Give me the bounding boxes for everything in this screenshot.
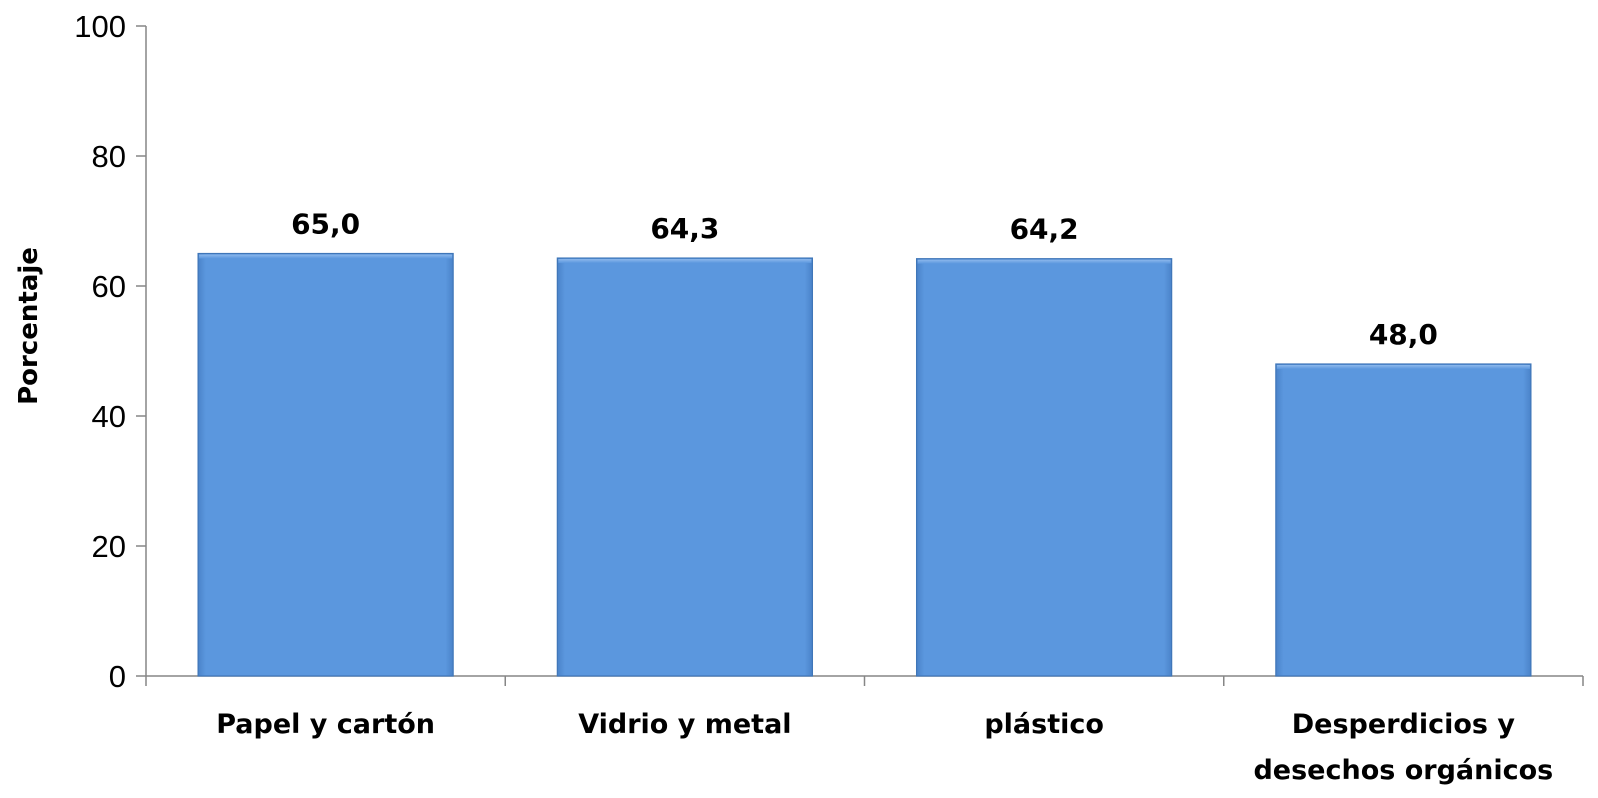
x-tick-label: Vidrio y metal — [578, 709, 791, 740]
y-axis-title: Porcentaje — [14, 247, 44, 405]
y-tick-label: 40 — [92, 399, 126, 434]
data-label: 64,3 — [650, 212, 719, 245]
data-label: 65,0 — [291, 208, 360, 241]
bar-bevel — [1276, 365, 1530, 369]
x-tick-label: Desperdicios y desechos orgánicos — [1253, 709, 1553, 786]
x-tick-label: Papel y cartón — [216, 709, 435, 740]
bar-bevel — [917, 259, 1171, 264]
bar — [197, 252, 454, 677]
bar-bevel — [199, 254, 453, 259]
y-tick-label: 100 — [74, 9, 126, 44]
data-label: 64,2 — [1010, 213, 1079, 246]
bar — [556, 257, 814, 677]
bars — [197, 252, 1532, 677]
y-tick-label: 80 — [92, 139, 126, 174]
x-tick-label: plástico — [984, 709, 1104, 740]
y-tick-label: 0 — [109, 659, 126, 694]
y-tick-label: 20 — [92, 529, 126, 564]
y-axis: 0 20 40 60 80 100 — [74, 9, 147, 694]
bar-bevel — [558, 259, 812, 264]
data-labels: 65,0 64,3 64,2 48,0 — [291, 208, 1438, 352]
data-label: 48,0 — [1369, 318, 1438, 351]
x-axis: Papel y cartón Vidrio y metal plástico Desp… — [145, 675, 1584, 786]
bar — [915, 258, 1173, 677]
bar — [1275, 363, 1532, 677]
y-tick-label: 60 — [92, 269, 126, 304]
